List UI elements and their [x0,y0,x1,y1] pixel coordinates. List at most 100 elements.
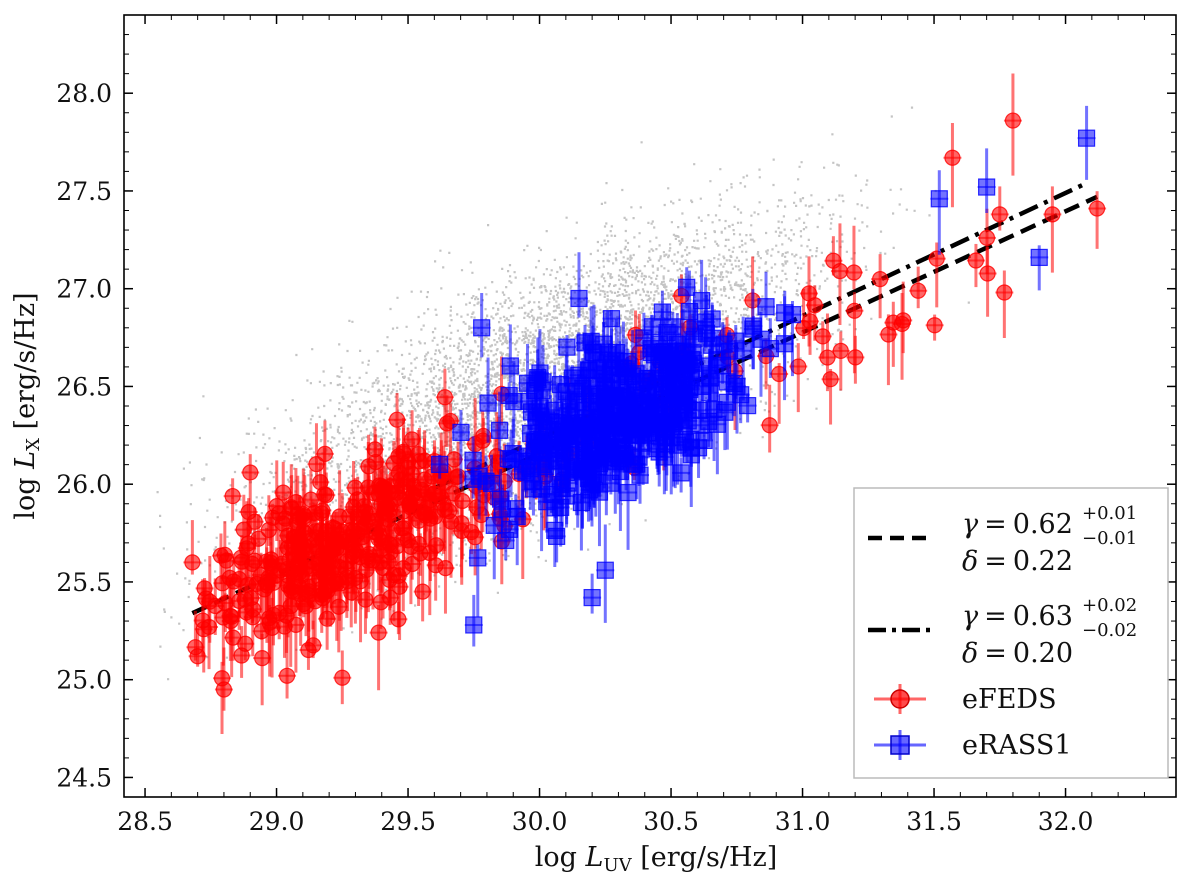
efeds-point [279,539,296,556]
x-tick-label: 32.0 [1038,807,1094,836]
efeds-point [365,484,382,502]
efeds-point [324,519,341,536]
efeds-point [444,485,461,502]
legend-erass1-marker [874,730,926,760]
efeds-point [427,557,444,574]
erass1-point [653,303,671,321]
efeds-point [283,500,300,517]
y-tick-label: 27.0 [56,275,112,304]
erass1-point [529,369,547,387]
erass1-point [686,320,704,338]
efeds-point [189,648,206,665]
fit-line-dashed [191,194,1099,616]
efeds-point [278,667,296,684]
erass1-point [631,466,649,484]
efeds-point [217,594,234,612]
erass1-point [546,521,564,539]
erass1-point [672,464,690,482]
erass1-point [708,415,726,433]
efeds-point [282,598,299,615]
erass1-point [701,384,719,402]
erass1-point [592,392,610,411]
efeds-point [926,317,943,334]
erass1-point [617,446,635,464]
erass1-point [572,461,590,479]
efeds-point [221,569,238,587]
efeds-point [474,432,491,449]
efeds-point [264,509,281,526]
erass1-point [479,394,497,412]
legend-fit2-sup: +0.02 [1082,595,1137,616]
legend-efeds-marker [874,684,926,714]
erass1-point [500,386,518,405]
erass1-point [560,443,578,461]
efeds-point [307,523,324,540]
erass1-point [744,320,762,338]
erass1-point [720,342,739,360]
legend-fit1-sup: +0.01 [1082,503,1137,524]
efeds-point [831,263,849,280]
efeds-point [436,389,454,406]
efeds-point [979,265,996,282]
efeds-point [795,319,812,337]
efeds-point [380,511,397,528]
legend-box [853,487,1169,779]
x-tick-label: 31.5 [906,807,962,836]
efeds-point [244,601,262,618]
erass1-point [617,363,635,381]
erass1-point [570,289,588,308]
erass1-point [718,373,736,391]
erass1-point [497,531,515,550]
efeds-point [845,264,863,281]
legend-fit1-gamma: γ = 0.62 [962,509,1073,540]
erass1-point [491,421,509,439]
erass1-point [596,561,614,579]
efeds-point [967,252,985,269]
efeds-point [761,417,778,434]
erass1-point [504,445,522,463]
efeds-point [184,554,201,571]
erass1-point [678,278,696,296]
y-tick-label: 27.5 [56,177,112,206]
erass1-point [482,474,501,492]
efeds-point [390,567,407,585]
x-tick-label: 28.5 [117,807,173,836]
x-tick-label: 31.0 [775,807,831,836]
erass1-point [680,302,699,321]
erass1-point [538,428,556,446]
efeds-point [360,552,377,569]
y-tick-label: 26.0 [56,470,112,499]
erass1-point [465,616,483,634]
erass1-point [548,413,566,431]
series-eRASS1 [430,105,1096,647]
efeds-point [225,629,242,646]
efeds-point [1044,206,1061,223]
efeds-point [357,591,374,608]
efeds-point [446,451,463,468]
efeds-point [800,285,818,302]
x-tick-label: 29.0 [249,807,305,836]
efeds-point [928,250,945,267]
erass1-point [601,442,619,460]
erass1-point [703,336,721,354]
erass1-point [681,380,699,399]
efeds-point [347,479,364,496]
efeds-point [417,507,434,524]
erass1-point [527,412,545,430]
erass1-point [757,298,775,316]
x-tick-label: 29.5 [380,807,436,836]
legend-fit1-sub: −0.01 [1082,528,1137,549]
efeds-point [215,609,232,626]
y-axis-label: log LX [erg/s/Hz] [10,292,44,519]
legend-fit2-sub: −0.02 [1082,620,1137,641]
erass1-point [1030,248,1048,267]
erass1-point [583,588,601,607]
efeds-point [438,415,456,432]
axis-ticks: 28.5 29.0 29.5 30.0 30.5 31.0 31.5 32.0 24.5 25.0… [56,15,1176,836]
erass1-point [695,431,713,450]
y-tick-label: 25.0 [56,666,112,695]
erass1-point [452,423,470,441]
erass1-point [732,386,750,404]
efeds-point [240,503,257,521]
